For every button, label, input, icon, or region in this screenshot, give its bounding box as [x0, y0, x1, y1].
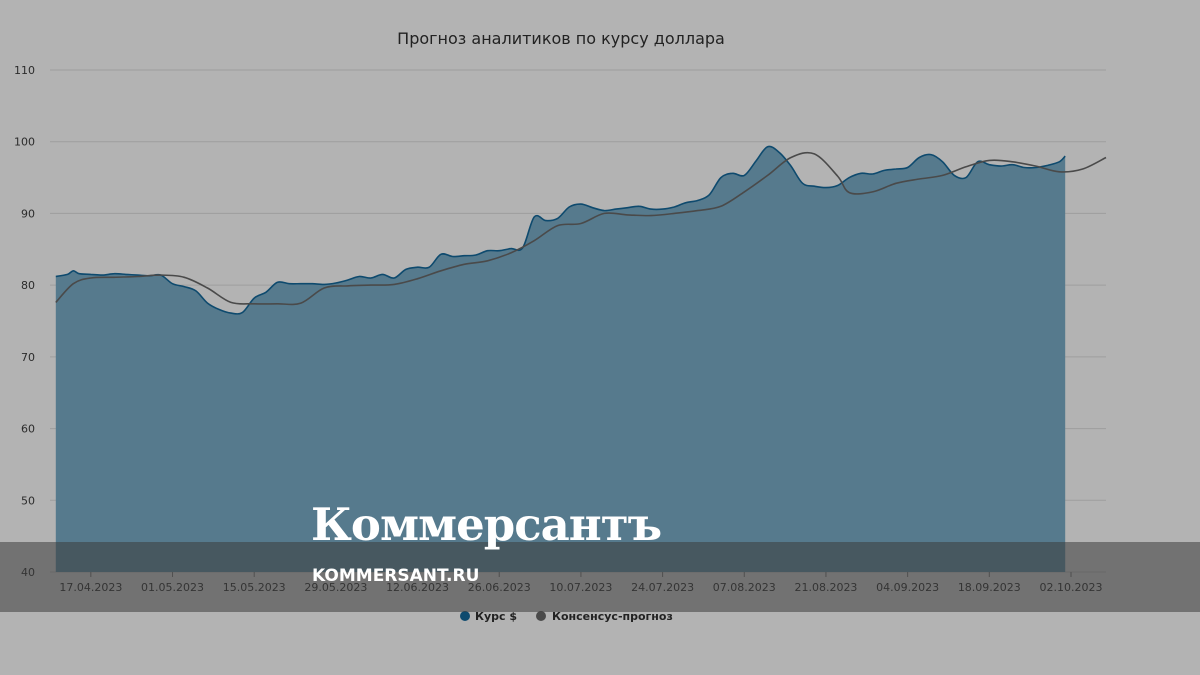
series-line-kurs — [55, 145, 1066, 315]
chart-title: Прогноз аналитиков по курсу доллара — [397, 29, 725, 48]
legend-label-consensus[interactable]: Консенсус-прогноз — [552, 610, 673, 623]
watermark-band — [0, 542, 1200, 612]
y-tick-label: 110 — [14, 64, 35, 77]
y-tick-label: 50 — [21, 494, 35, 507]
y-tick-label: 70 — [21, 351, 35, 364]
y-tick-label: 100 — [14, 136, 35, 149]
legend: Курс $ Консенсус-прогноз — [460, 610, 673, 623]
legend-marker-kurs — [460, 611, 470, 621]
y-tick-label: 90 — [21, 207, 35, 220]
y-tick-label: 60 — [21, 423, 35, 436]
kommersant-logo: Коммерсантъ — [311, 498, 662, 551]
kommersant-url: KOMMERSANT.RU — [312, 566, 480, 586]
y-axis-tick-labels: 405060708090100110 — [14, 64, 35, 579]
area-fill-kurs — [55, 146, 1066, 572]
y-tick-label: 80 — [21, 279, 35, 292]
series-layer — [55, 145, 1107, 572]
legend-label-kurs: Курс $ — [475, 610, 517, 623]
legend-marker-consensus[interactable] — [536, 611, 546, 621]
series-line-consensus — [55, 151, 1107, 306]
